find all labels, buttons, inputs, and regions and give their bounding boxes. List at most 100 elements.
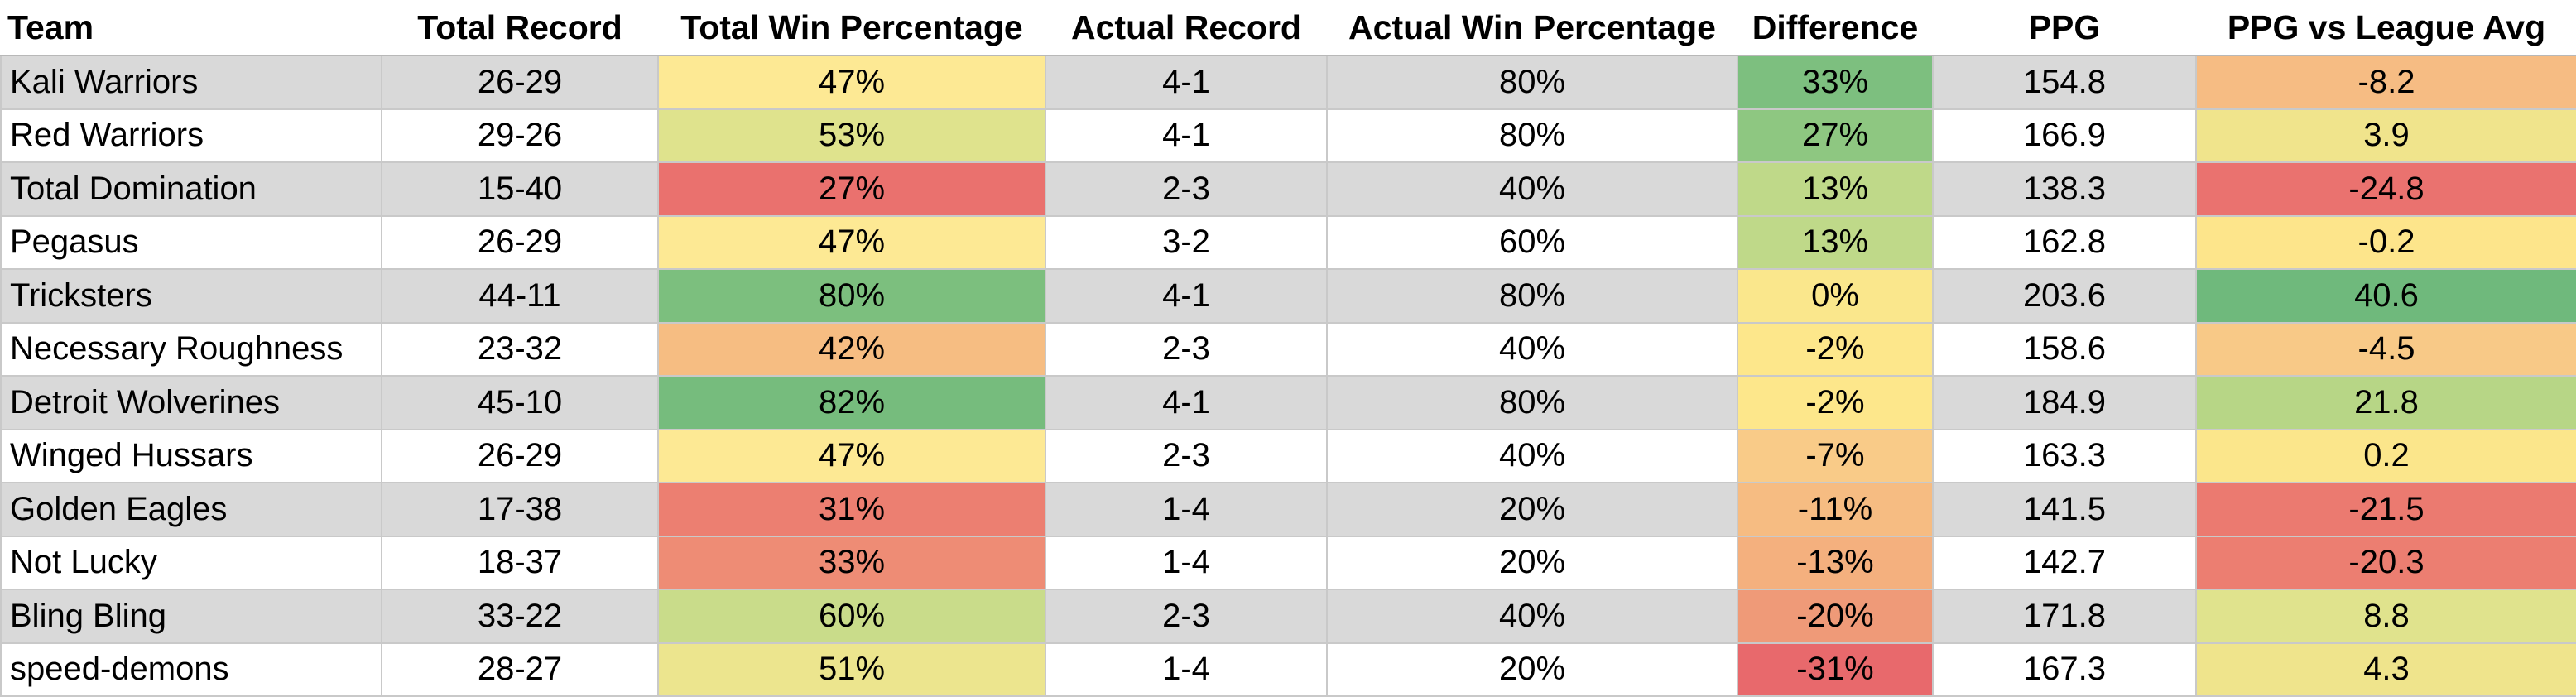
actual-win-percentage-cell: 80% [1326, 55, 1738, 110]
table-row: Pegasus 26-29 47% 3-2 60% 13% 162.8 -0.2 [0, 214, 2576, 270]
actual-record-cell: 4-1 [1045, 268, 1328, 324]
ppg-vs-league-avg-cell: 21.8 [2195, 375, 2576, 430]
difference-cell: -13% [1737, 535, 1934, 590]
header-row: Team Total Record Total Win Percentage A… [1, 0, 2576, 56]
total-record-cell: 26-29 [381, 214, 659, 270]
ppg-cell: 184.9 [1932, 375, 2197, 430]
actual-win-percentage-cell: 60% [1326, 214, 1738, 270]
header-ppg-vs-league-avg: PPG vs League Avg [2196, 0, 2576, 56]
total-record-cell: 15-40 [381, 161, 659, 217]
table-row: Detroit Wolverines 45-10 82% 4-1 80% -2% 184.9… [0, 375, 2576, 430]
total-record-cell: 18-37 [381, 535, 659, 590]
total-record-cell: 26-29 [381, 428, 659, 483]
ppg-cell: 142.7 [1932, 535, 2197, 590]
ppg-vs-league-avg-cell: -4.5 [2195, 321, 2576, 377]
actual-record-cell: 1-4 [1045, 535, 1328, 590]
header-actual-win-percentage: Actual Win Percentage [1327, 0, 1737, 56]
actual-win-percentage-cell: 20% [1326, 535, 1738, 590]
difference-cell: -11% [1737, 482, 1934, 537]
total-win-percentage-cell: 60% [657, 589, 1046, 644]
team-cell: Bling Bling [0, 589, 382, 644]
actual-record-cell: 2-3 [1045, 161, 1328, 217]
actual-win-percentage-cell: 40% [1326, 321, 1738, 377]
actual-record-cell: 4-1 [1045, 55, 1328, 110]
total-record-cell: 29-26 [381, 108, 659, 163]
table-row: Necessary Roughness 23-32 42% 2-3 40% -2% 158.… [0, 321, 2576, 377]
total-record-cell: 23-32 [381, 321, 659, 377]
ppg-vs-league-avg-cell: 8.8 [2195, 589, 2576, 644]
ppg-cell: 138.3 [1932, 161, 2197, 217]
total-win-percentage-cell: 53% [657, 108, 1046, 163]
ppg-vs-league-avg-cell: 3.9 [2195, 108, 2576, 163]
team-cell: Necessary Roughness [0, 321, 382, 377]
header-difference: Difference [1737, 0, 1933, 56]
table-row: Total Domination 15-40 27% 2-3 40% 13% 138.3 -2… [0, 161, 2576, 217]
table-row: speed-demons 28-27 51% 1-4 20% -31% 167.3 4.3 [0, 642, 2576, 697]
table-row: Not Lucky 18-37 33% 1-4 20% -13% 142.7 -20.3 [0, 535, 2576, 590]
total-win-percentage-cell: 47% [657, 428, 1046, 483]
ppg-cell: 167.3 [1932, 642, 2197, 697]
actual-win-percentage-cell: 40% [1326, 428, 1738, 483]
difference-cell: -2% [1737, 321, 1934, 377]
ppg-cell: 171.8 [1932, 589, 2197, 644]
ppg-vs-league-avg-cell: 0.2 [2195, 428, 2576, 483]
ppg-vs-league-avg-cell: -24.8 [2195, 161, 2576, 217]
total-win-percentage-cell: 80% [657, 268, 1046, 324]
actual-record-cell: 2-3 [1045, 321, 1328, 377]
ppg-cell: 154.8 [1932, 55, 2197, 110]
team-cell: Red Warriors [0, 108, 382, 163]
difference-cell: -7% [1737, 428, 1934, 483]
actual-record-cell: 4-1 [1045, 108, 1328, 163]
total-record-cell: 26-29 [381, 55, 659, 110]
actual-record-cell: 3-2 [1045, 214, 1328, 270]
ppg-vs-league-avg-cell: -20.3 [2195, 535, 2576, 590]
difference-cell: 33% [1737, 55, 1934, 110]
difference-cell: 0% [1737, 268, 1934, 324]
team-cell: Winged Hussars [0, 428, 382, 483]
table-row: Tricksters 44-11 80% 4-1 80% 0% 203.6 40.6 [0, 268, 2576, 324]
team-cell: Not Lucky [0, 535, 382, 590]
total-record-cell: 45-10 [381, 375, 659, 430]
actual-win-percentage-cell: 20% [1326, 642, 1738, 697]
total-win-percentage-cell: 82% [657, 375, 1046, 430]
total-win-percentage-cell: 42% [657, 321, 1046, 377]
actual-win-percentage-cell: 20% [1326, 482, 1738, 537]
difference-cell: -20% [1737, 589, 1934, 644]
team-cell: Pegasus [0, 214, 382, 270]
ppg-vs-league-avg-cell: 4.3 [2195, 642, 2576, 697]
difference-cell: 13% [1737, 161, 1934, 217]
actual-win-percentage-cell: 80% [1326, 108, 1738, 163]
total-win-percentage-cell: 31% [657, 482, 1046, 537]
total-record-cell: 17-38 [381, 482, 659, 537]
ppg-vs-league-avg-cell: 40.6 [2195, 268, 2576, 324]
total-win-percentage-cell: 47% [657, 214, 1046, 270]
header-total-win-percentage: Total Win Percentage [658, 0, 1045, 56]
difference-cell: 13% [1737, 214, 1934, 270]
difference-cell: -31% [1737, 642, 1934, 697]
total-record-cell: 33-22 [381, 589, 659, 644]
ppg-cell: 162.8 [1932, 214, 2197, 270]
actual-record-cell: 2-3 [1045, 589, 1328, 644]
team-cell: Tricksters [0, 268, 382, 324]
actual-record-cell: 1-4 [1045, 482, 1328, 537]
ppg-cell: 166.9 [1932, 108, 2197, 163]
table-row: Golden Eagles 17-38 31% 1-4 20% -11% 141.5 -21.… [0, 482, 2576, 537]
actual-win-percentage-cell: 80% [1326, 268, 1738, 324]
ppg-cell: 141.5 [1932, 482, 2197, 537]
header-ppg: PPG [1933, 0, 2196, 56]
table-row: Bling Bling 33-22 60% 2-3 40% -20% 171.8 8.8 [0, 589, 2576, 644]
team-cell: Golden Eagles [0, 482, 382, 537]
difference-cell: -2% [1737, 375, 1934, 430]
team-cell: Detroit Wolverines [0, 375, 382, 430]
total-win-percentage-cell: 27% [657, 161, 1046, 217]
table-row: Red Warriors 29-26 53% 4-1 80% 27% 166.9 3.9 [0, 108, 2576, 163]
total-record-cell: 44-11 [381, 268, 659, 324]
total-record-cell: 28-27 [381, 642, 659, 697]
table-row: Winged Hussars 26-29 47% 2-3 40% -7% 163.3 0.2 [0, 428, 2576, 483]
ppg-cell: 163.3 [1932, 428, 2197, 483]
ppg-vs-league-avg-cell: -8.2 [2195, 55, 2576, 110]
header-actual-record: Actual Record [1045, 0, 1327, 56]
team-cell: Kali Warriors [0, 55, 382, 110]
table-body: Kali Warriors 26-29 47% 4-1 80% 33% 154.8 -8.2 R… [0, 55, 2576, 697]
